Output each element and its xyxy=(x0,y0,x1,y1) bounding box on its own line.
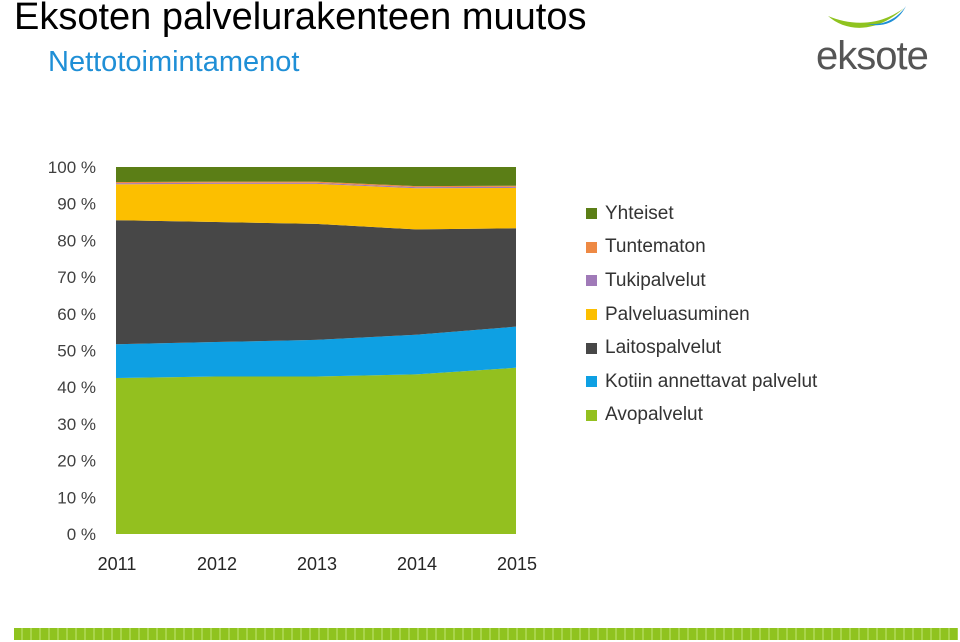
legend-swatch xyxy=(586,208,597,220)
legend-label: Kotiin annettavat palvelut xyxy=(605,370,818,392)
stacked-area-chart: 0 % 10 % 20 % 30 % 40 % 50 % 60 % 70 % 80 % 90 % 1… xyxy=(48,158,537,574)
y-tick-label: 0 % xyxy=(67,525,96,544)
x-tick-label: 2011 xyxy=(98,554,137,574)
legend-swatch xyxy=(586,342,597,354)
area-series-2 xyxy=(116,220,516,345)
y-tick-label: 60 % xyxy=(57,305,96,324)
area-series-4 xyxy=(116,182,516,189)
y-tick-label: 90 % xyxy=(57,195,96,214)
y-tick-label: 40 % xyxy=(57,378,96,397)
area-series-1 xyxy=(116,326,516,379)
y-tick-label: 50 % xyxy=(57,342,96,361)
y-axis-ticks: 0 % 10 % 20 % 30 % 40 % 50 % 60 % 70 % 80 % 90 % 1… xyxy=(48,158,96,544)
eksote-logo: eksote xyxy=(806,2,936,82)
area-series-3 xyxy=(116,183,516,230)
legend-label: Tuntematon xyxy=(605,236,706,258)
area-series-6 xyxy=(116,167,516,187)
chart-areas xyxy=(116,167,516,534)
x-tick-label: 2014 xyxy=(397,554,437,574)
chart-legend: Yhteiset Tuntematon Tukipalvelut Palveluasu… xyxy=(586,197,817,432)
legend-swatch xyxy=(586,241,597,253)
y-tick-label: 30 % xyxy=(57,415,96,434)
legend-swatch xyxy=(586,376,597,388)
legend-label: Avopalvelut xyxy=(605,404,703,426)
y-tick-label: 100 % xyxy=(48,158,96,177)
x-tick-label: 2012 xyxy=(197,554,237,574)
area-series-5 xyxy=(116,181,516,188)
area-series-0 xyxy=(116,367,516,534)
legend-label: Tukipalvelut xyxy=(605,269,706,291)
legend-swatch xyxy=(586,409,597,421)
logo-text: eksote xyxy=(816,34,929,78)
legend-swatch xyxy=(586,275,597,287)
footer-bar xyxy=(14,628,958,640)
legend-swatch xyxy=(586,309,597,321)
legend-label: Palveluasuminen xyxy=(605,303,750,325)
legend-item: Kotiin annettavat palvelut xyxy=(586,365,817,399)
y-tick-label: 20 % xyxy=(57,452,96,471)
x-tick-label: 2015 xyxy=(497,554,537,574)
legend-item: Yhteiset xyxy=(586,197,817,231)
logo-swoosh-icon xyxy=(828,6,906,28)
page-title: Eksoten palvelurakenteen muutos xyxy=(14,0,587,38)
legend-item: Palveluasuminen xyxy=(586,298,817,332)
x-axis-ticks: 2011 2012 2013 2014 2015 xyxy=(98,554,537,574)
legend-label: Yhteiset xyxy=(605,202,674,224)
y-tick-label: 80 % xyxy=(57,231,96,250)
legend-item: Avopalvelut xyxy=(586,399,817,433)
x-tick-label: 2013 xyxy=(297,554,337,574)
y-tick-label: 70 % xyxy=(57,268,96,287)
legend-item: Tukipalvelut xyxy=(586,264,817,298)
legend-label: Laitospalvelut xyxy=(605,337,722,359)
y-tick-label: 10 % xyxy=(57,488,96,507)
legend-item: Laitospalvelut xyxy=(586,331,817,365)
legend-item: Tuntematon xyxy=(586,231,817,265)
page-subtitle: Nettotoimintamenot xyxy=(48,46,300,78)
